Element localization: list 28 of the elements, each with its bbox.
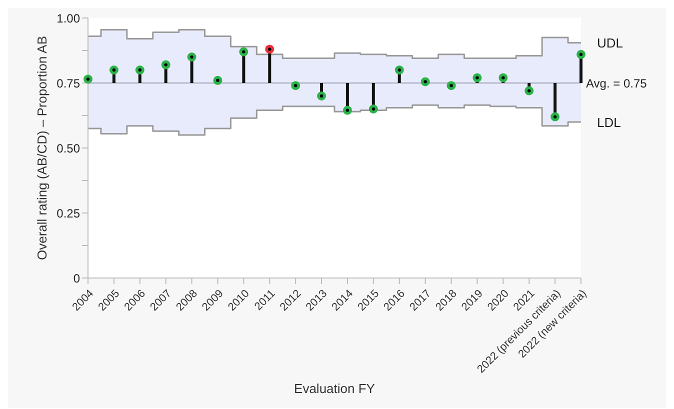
y-tick-label: 0.25 (56, 206, 80, 220)
y-tick-label: 1.00 (56, 11, 80, 26)
point (550, 112, 560, 122)
point (498, 73, 508, 82)
series-label: UDL (597, 36, 624, 51)
point (161, 60, 170, 70)
point (239, 47, 248, 56)
point (420, 77, 430, 86)
point (472, 73, 482, 82)
point (291, 81, 300, 90)
point (135, 66, 144, 74)
point (394, 66, 404, 74)
point (576, 50, 586, 59)
point (84, 74, 92, 84)
point (446, 81, 456, 90)
point (213, 76, 222, 85)
series-label: LDL (597, 115, 621, 130)
point (109, 66, 118, 74)
y-axis-title: Overall rating (AB/CD) – Proportion AB (34, 36, 50, 260)
ref-line-label: Avg. = 0.75 (586, 76, 648, 90)
point (317, 92, 326, 100)
x-axis-title: Evaluation FY (294, 381, 376, 396)
point (265, 44, 274, 54)
y-tick-label: 0.50 (56, 141, 80, 156)
y-tick-label: 0.75 (56, 76, 80, 90)
point (187, 52, 196, 62)
y-tick-label: 0 (73, 271, 80, 286)
point (524, 86, 534, 96)
